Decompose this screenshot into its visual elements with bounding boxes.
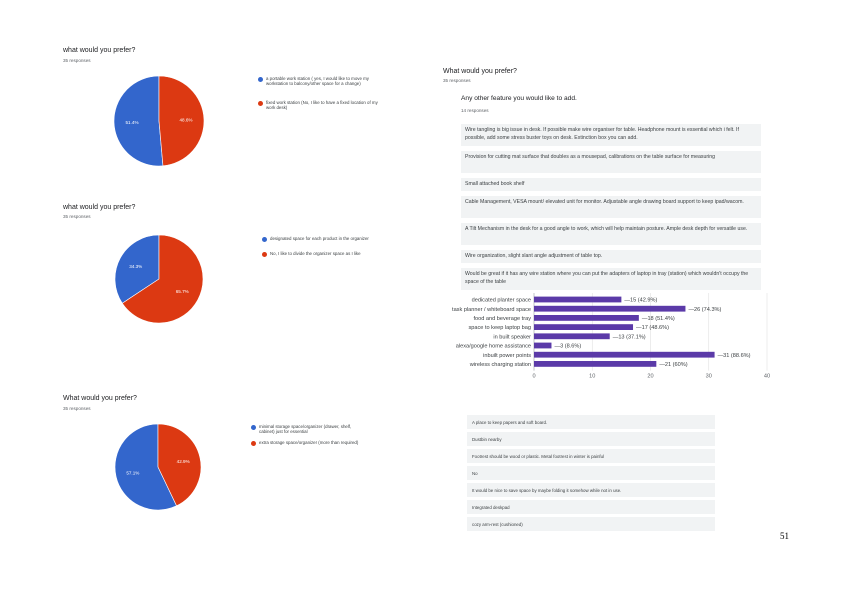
q3-legend-label-1: minimal storage space/organizer (drawer,…	[259, 424, 352, 435]
bar-category-label: food and beverage tray	[473, 316, 531, 322]
q4-answer-2: Provision for cutting mat surface that d…	[461, 151, 761, 173]
q3-slice-blue	[114, 423, 177, 511]
bar	[534, 361, 657, 367]
q5-answer-2: Dustbin nearby	[467, 432, 715, 446]
q3-pie-chart: 57.1% 42.9%	[114, 423, 202, 511]
q1-responses: 35 responses	[63, 58, 91, 63]
bar	[534, 324, 634, 330]
bar-value-label: —15 (42.9%)	[624, 298, 657, 304]
q3-legend-label-2: extra storage space/organizer (more than…	[259, 440, 359, 445]
q5-answer-5: It would be nice to save space by maybe …	[467, 483, 715, 497]
q1-slice-blue	[113, 75, 164, 167]
q2-label-red: 65.7%	[176, 289, 189, 294]
bar-value-label: —13 (37.1%)	[613, 334, 646, 340]
q4-subquestion: Any other feature you would like to add.	[461, 95, 577, 102]
q3-legend-item-2: extra storage space/organizer (more than…	[251, 440, 359, 446]
q2-responses: 35 responses	[63, 214, 91, 219]
bar-category-label: alexa/google home assistance	[456, 344, 531, 350]
q1-legend-label-2: fixed work station (No, I like to have a…	[266, 100, 378, 111]
bar-category-label: wireless charging station	[469, 362, 531, 368]
bar-value-label: —21 (60%)	[659, 362, 687, 368]
q1-legend-item-1: a portable work station ( yes, I would l…	[258, 76, 378, 87]
bar-value-label: —18 (51.4%)	[642, 316, 675, 322]
q2-legend-label-2: No, I like to divide the organizer space…	[270, 251, 361, 256]
q2-label-blue: 34.3%	[129, 264, 142, 269]
bar-value-label: —3 (8.6%)	[554, 344, 581, 350]
q3-legend-dot-red	[251, 440, 256, 446]
q5-answer-1: A place to keep papers and soft board.	[467, 415, 715, 429]
q4-answer-3: Small attached book shelf	[461, 178, 761, 191]
q1-legend-item-2: fixed work station (No, I like to have a…	[258, 100, 378, 111]
q1-label-red: 48.6%	[179, 117, 192, 122]
bar-x-tick: 20	[647, 374, 653, 380]
q2-slice-red	[121, 234, 204, 324]
bar-value-label: —26 (74.3%)	[688, 307, 721, 313]
bar-category-label: space to keep laptop bag	[468, 325, 531, 331]
q3-legend-dot-blue	[251, 424, 256, 430]
bar-x-tick: 0	[532, 374, 535, 380]
bar-category-label: inbuilt power points	[483, 353, 531, 359]
q4-answer-4: Cable Management, VESA mount/ elevated u…	[461, 196, 761, 218]
q3-responses: 35 responses	[63, 406, 91, 411]
page-number: 51	[780, 531, 789, 541]
q3-label-red: 42.9%	[177, 459, 190, 464]
feature-bar-chart: dedicated planter space task planner / wh…	[452, 293, 770, 380]
q5-answer-6: Integrated deskpad	[467, 500, 715, 514]
bar	[534, 333, 610, 340]
q3-label-blue: 57.1%	[126, 470, 139, 475]
q1-pie-chart: 51.4% 48.6%	[113, 75, 205, 167]
bar-x-tick: 40	[764, 374, 770, 380]
q5-answer-3: Footrest should be wood or plastic. Meta…	[467, 449, 715, 463]
q2-legend-dot-red	[262, 251, 267, 257]
bar-category-label: dedicated planter space	[472, 298, 531, 304]
q1-title: what would you prefer?	[63, 47, 136, 54]
q4-title: What would you prefer?	[443, 68, 517, 75]
q2-pie-chart: 34.3% 65.7%	[114, 234, 204, 324]
q2-legend-label-1: designated space for each product in the…	[270, 236, 369, 241]
q2-legend-item-1: designated space for each product in the…	[262, 236, 372, 242]
bar	[534, 351, 715, 358]
bar-x-tick: 10	[589, 374, 595, 380]
bar	[534, 305, 686, 312]
bar-category-label: in built speaker	[493, 334, 531, 340]
q2-title: what would you prefer?	[63, 204, 136, 211]
bar-value-label: —17 (48.6%)	[636, 325, 669, 331]
q1-legend-dot-red	[258, 100, 263, 106]
q1-slice-red	[158, 75, 205, 167]
q2-legend-item-2: No, I like to divide the organizer space…	[262, 251, 372, 257]
bar	[534, 296, 622, 303]
q4-answer-7: Would be great if it has any wire statio…	[461, 268, 761, 290]
q3-legend-item-1: minimal storage space/organizer (drawer,…	[251, 424, 359, 435]
bar-value-label: —31 (88.6%)	[718, 353, 751, 359]
bar	[534, 315, 639, 321]
q1-label-blue: 51.4%	[126, 120, 139, 125]
bar-category-label: task planner / whiteboard space	[452, 307, 531, 313]
q5-answer-7: cozy arm-rest (cushioned)	[467, 517, 715, 531]
bar	[534, 342, 552, 349]
q3-slice-red	[157, 423, 202, 507]
q1-legend-dot-blue	[258, 76, 263, 82]
q5-answer-4: No	[467, 466, 715, 480]
q1-legend-label-1: a portable work station ( yes, I would l…	[266, 76, 369, 87]
q2-legend-dot-blue	[262, 236, 267, 242]
q3-title: What would you prefer?	[63, 395, 137, 402]
bar-x-tick: 30	[706, 374, 712, 380]
q4-responses: 35 responses	[443, 78, 471, 83]
q4-answer-1: Wire tangling is big issue in desk. If p…	[461, 124, 761, 146]
q4-answer-5: A Tilt Mechanism in the desk for a good …	[461, 223, 761, 245]
q4-sub-responses: 14 responses	[461, 108, 489, 113]
q4-answer-6: Wire organization, slight slant angle ad…	[461, 250, 761, 263]
